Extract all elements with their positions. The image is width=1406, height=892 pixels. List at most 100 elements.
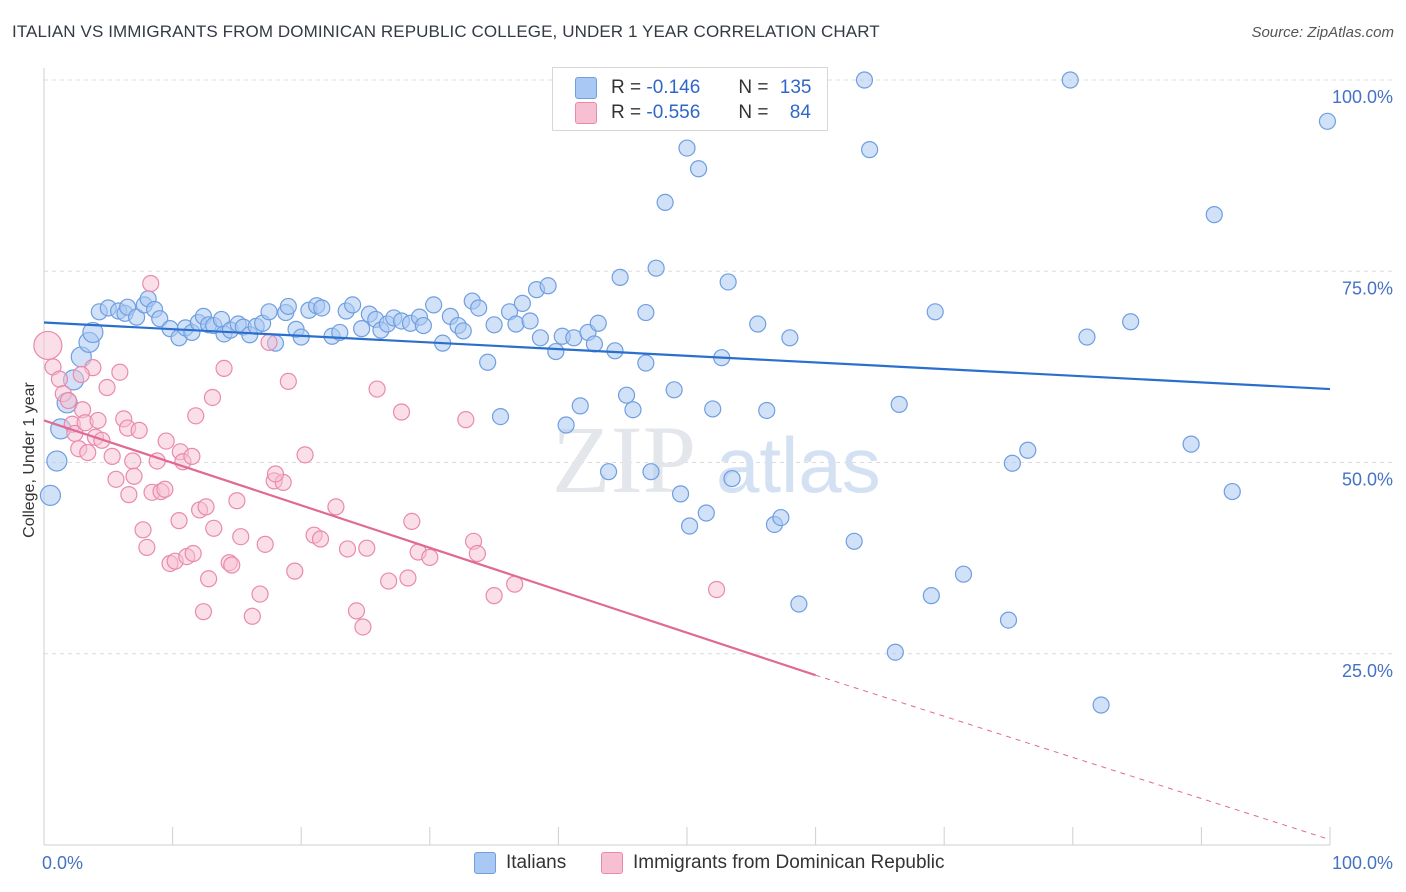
dominican-point (134, 521, 152, 539)
italians-point (313, 299, 331, 317)
dominican-trend-extension (815, 674, 1331, 841)
dominican-point (89, 411, 107, 430)
dominican-point (205, 519, 223, 537)
italians-point (470, 299, 488, 317)
dominican-point (256, 535, 274, 553)
dominican-point (468, 544, 486, 563)
italians-point (353, 320, 371, 338)
tick-labels: 25.0% 50.0% 75.0% 100.0% 0.0% 100.0% (42, 87, 1393, 873)
dominican-point (184, 544, 202, 563)
dominican-point (223, 556, 241, 574)
italians-point (611, 268, 629, 286)
italians-point (425, 296, 443, 314)
series-legend-dominican: Immigrants from Dominican Republic (601, 852, 945, 874)
dominican-point (50, 370, 69, 388)
italians-point (680, 517, 699, 535)
dominican-point (279, 372, 297, 391)
dominican-point (111, 363, 129, 381)
italians-point (890, 395, 908, 413)
dominican-point (296, 446, 314, 464)
dominican-point (251, 585, 269, 603)
italians-point (1061, 71, 1079, 89)
italians-point (507, 315, 525, 333)
dominican-point (347, 602, 366, 620)
italians-point (479, 353, 497, 371)
italians-point (127, 308, 146, 326)
italians-point (637, 354, 655, 372)
dominican-point (72, 365, 90, 384)
dominican-point (327, 498, 345, 516)
italians-point (723, 469, 741, 488)
italians-point (665, 381, 683, 399)
watermark-atlas: atlas (716, 421, 881, 509)
dominican-point (421, 548, 439, 566)
italians-point (1092, 696, 1110, 714)
dominican-point (124, 452, 142, 470)
italians-point (539, 277, 557, 295)
italians-point (617, 386, 636, 404)
italians-point (557, 416, 575, 434)
trend-lines (43, 321, 1331, 841)
italians-point (547, 342, 565, 361)
italians-point (861, 141, 879, 159)
italians-point (1205, 206, 1223, 224)
dominican-point (232, 528, 250, 546)
italians-point (642, 463, 660, 481)
legend-r-value: -0.556 (646, 102, 701, 123)
dominican-point (358, 539, 376, 557)
italians-point (790, 595, 808, 613)
correlation-legend: R = -0.146 N = 135 R = -0.556 N = 84 (552, 67, 828, 131)
italians-point (697, 504, 715, 522)
dominican-point (107, 470, 125, 488)
dominican-point (485, 587, 503, 605)
italians-point (647, 259, 665, 277)
italians-point (485, 316, 503, 334)
dominican-point (392, 403, 411, 421)
italians-point (1019, 441, 1037, 459)
italians-point (845, 532, 863, 550)
italians-point (922, 587, 940, 605)
dominican-point (266, 465, 285, 483)
series-legend-italians: Italians (474, 852, 566, 874)
dominican-point (33, 330, 63, 361)
series-legend: Italians Immigrants from Dominican Repub… (0, 852, 1406, 878)
italians-point (637, 303, 655, 322)
series-label-italians: Italians (506, 852, 567, 873)
italians-point (1318, 112, 1337, 130)
italians-point (758, 401, 776, 420)
dominican-point (707, 580, 726, 599)
italians-point (624, 401, 642, 419)
italians-point (599, 463, 618, 481)
italians-point (589, 314, 607, 332)
italians-point (260, 303, 278, 321)
legend-r-label: R = (611, 102, 642, 123)
italians-point (954, 565, 973, 583)
legend-swatch-dominican (575, 102, 597, 124)
dominican-point (399, 569, 417, 587)
legend-r-value: -0.146 (646, 77, 701, 98)
italians-point (772, 508, 790, 527)
italians-point (491, 408, 510, 426)
dominican-point (197, 498, 215, 516)
dominican-point (138, 538, 156, 557)
dominican-point (142, 274, 160, 293)
dominican-point (380, 572, 398, 590)
italians-point (886, 643, 904, 661)
italians-point (82, 321, 104, 344)
dominican-point (311, 530, 330, 548)
italians-point (344, 296, 362, 314)
dominican-point (260, 333, 278, 351)
dominican-point (98, 378, 116, 397)
legend-row-dominican: R = -0.556 N = 84 (575, 101, 811, 125)
italians-point (678, 139, 696, 157)
italians-point (454, 322, 472, 340)
watermark: ZIP atlas (552, 406, 881, 513)
italians-point (39, 484, 62, 506)
dominican-point (183, 447, 201, 465)
italians-trend-line (43, 321, 1331, 391)
italians-point (279, 297, 297, 316)
series-swatch-dominican (601, 852, 623, 874)
dominican-point (354, 618, 372, 636)
italians-point (1003, 454, 1021, 472)
dominican-point (338, 540, 357, 558)
